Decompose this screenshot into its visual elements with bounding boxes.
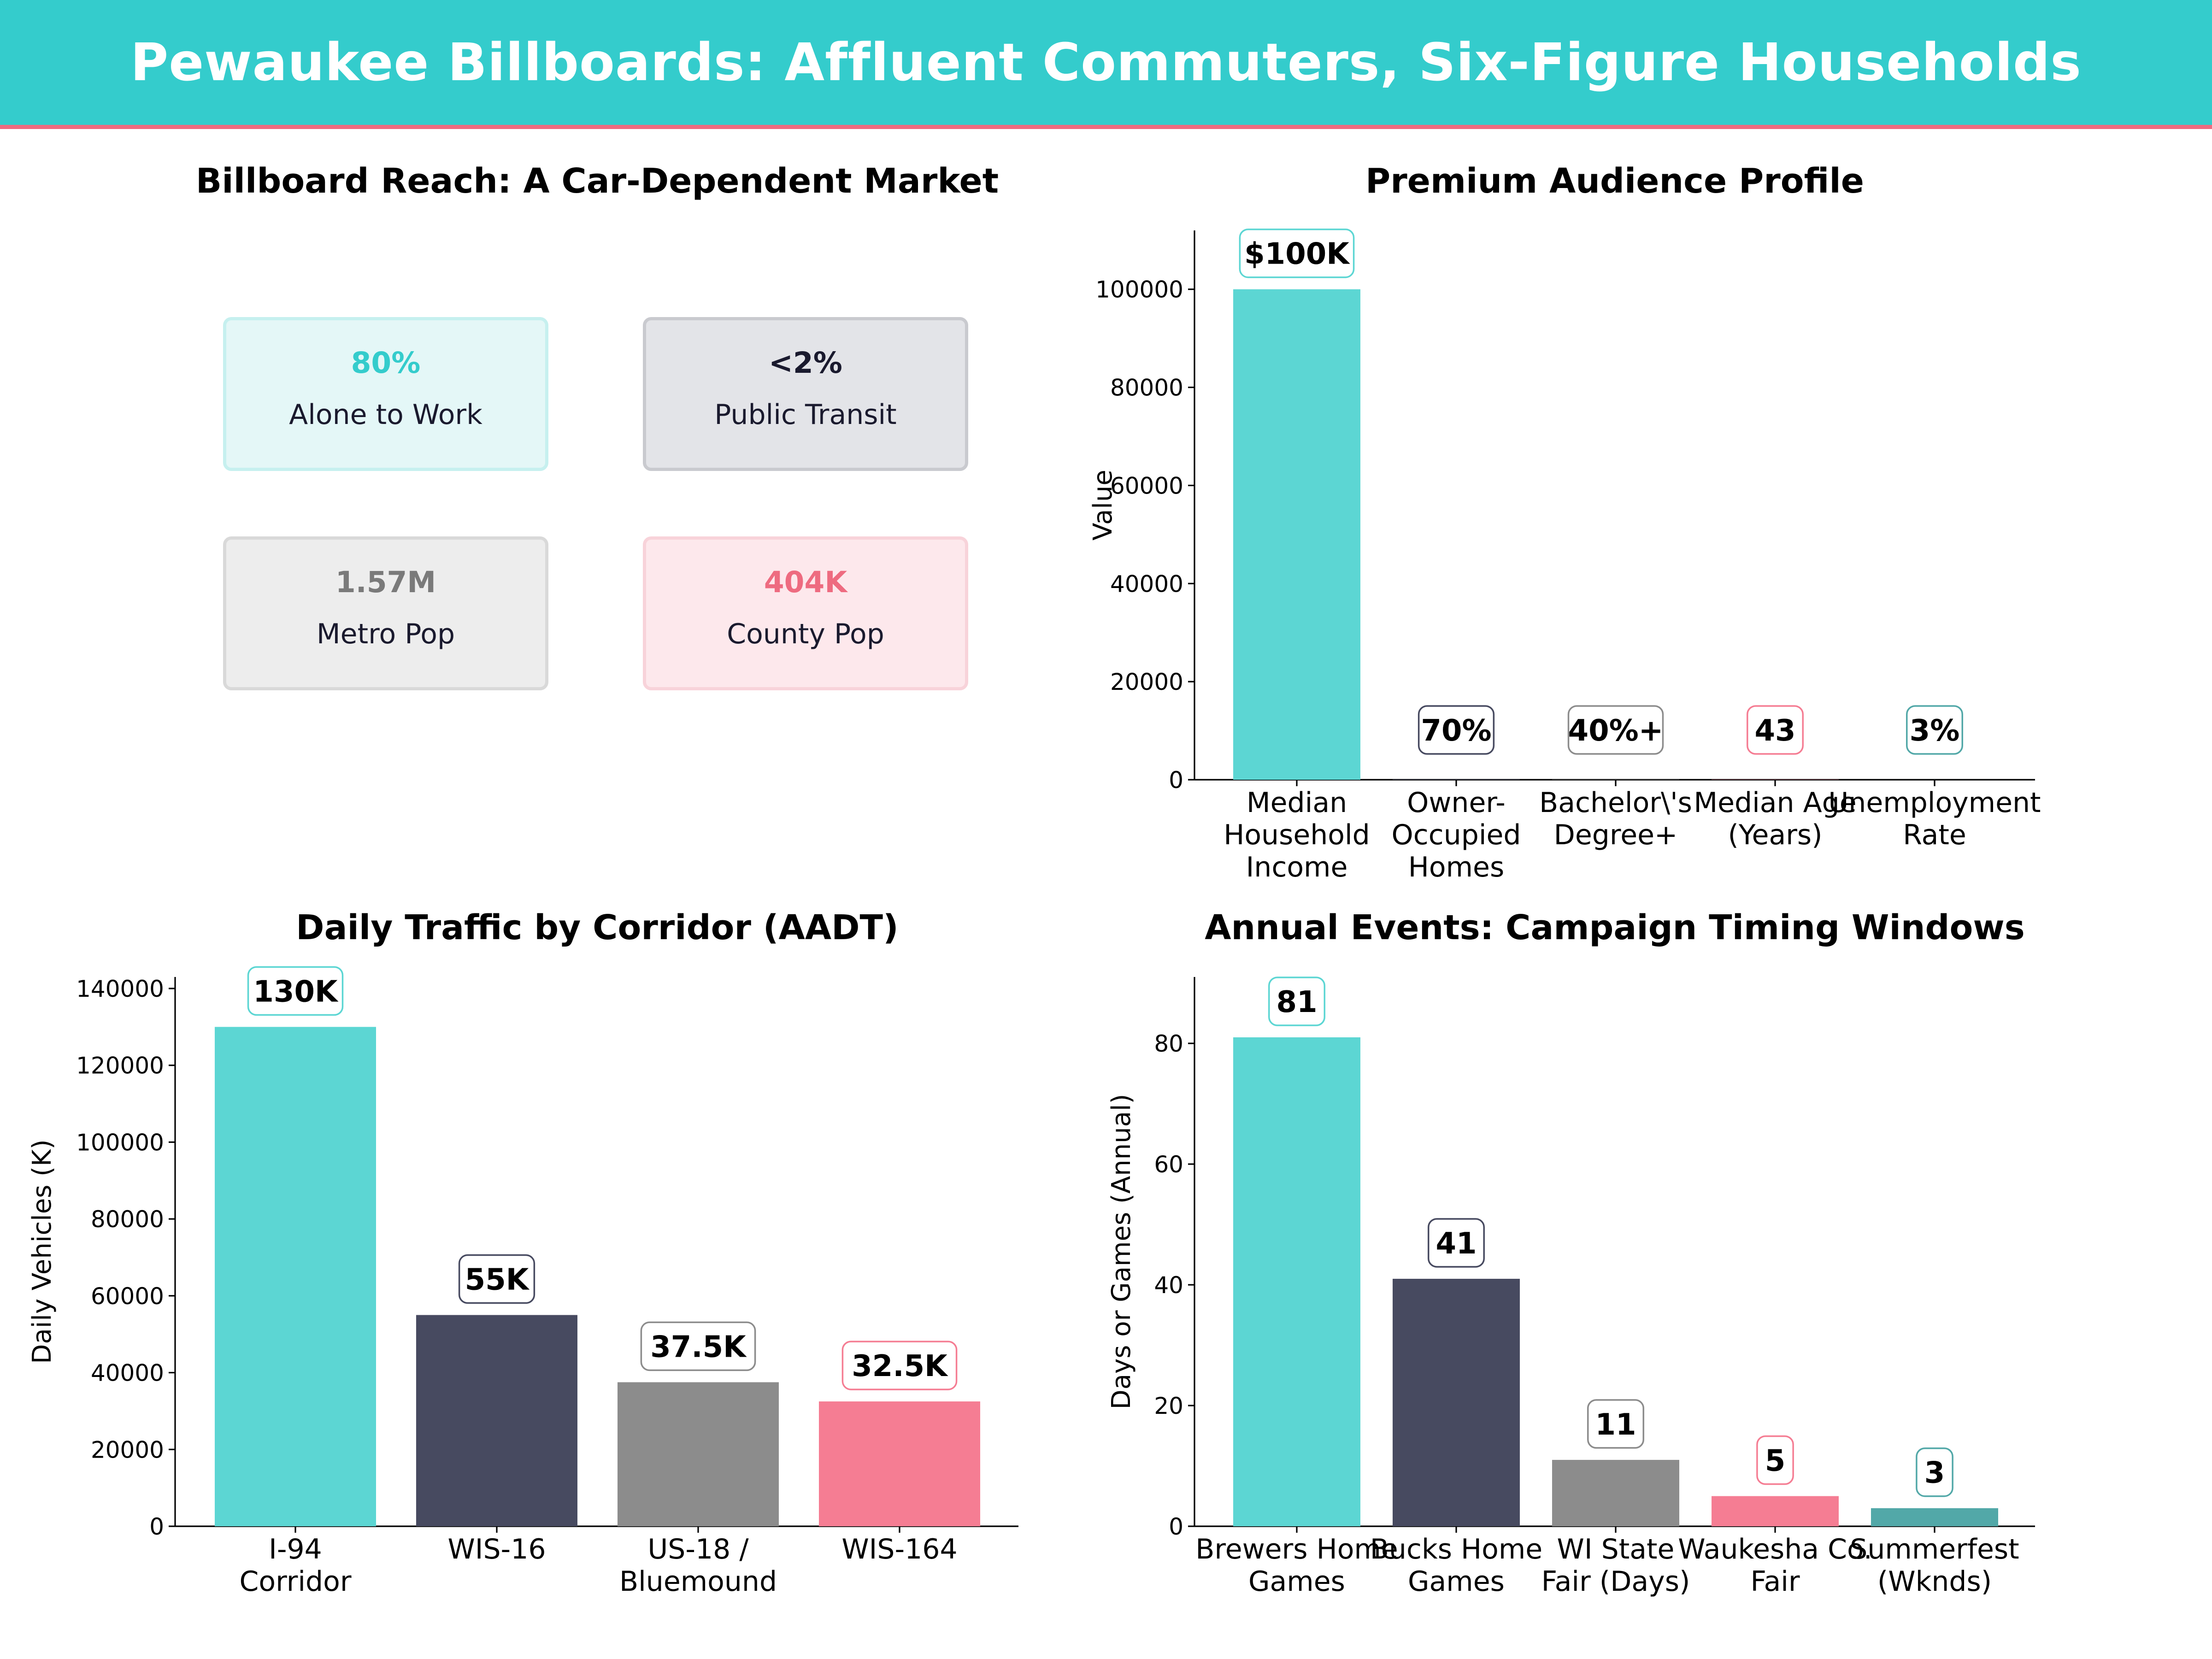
data-label-box bbox=[640, 1321, 756, 1371]
x-tick-label: Bucks Home Games bbox=[1370, 1533, 1542, 1598]
audience-chart-title: Premium Audience Profile bbox=[1365, 161, 1864, 201]
data-label-box bbox=[1587, 1399, 1644, 1449]
y-tick-label: 20000 bbox=[91, 1436, 164, 1463]
y-tick-label: 20 bbox=[1154, 1393, 1183, 1419]
data-label: 41 bbox=[1435, 1227, 1477, 1261]
x-tick-label: Summerfest (Wknds) bbox=[1850, 1533, 2019, 1598]
data-label: 81 bbox=[1276, 985, 1317, 1019]
x-tick-label: Median Age (Years) bbox=[1694, 787, 1856, 851]
bar bbox=[1233, 289, 1360, 780]
bar bbox=[1393, 1278, 1520, 1526]
bar bbox=[618, 1382, 779, 1526]
data-label-box bbox=[1428, 1218, 1485, 1268]
y-tick-label: 0 bbox=[1169, 767, 1183, 794]
y-tick-label: 0 bbox=[149, 1513, 164, 1540]
y-tick-label: 140000 bbox=[76, 976, 164, 1002]
x-tick-label: US-18 /Bluemound bbox=[619, 1533, 777, 1598]
bar bbox=[1393, 779, 1520, 780]
data-label: $100K bbox=[1244, 237, 1350, 271]
y-tick-label: 40000 bbox=[91, 1360, 164, 1387]
kpi-value: 404K bbox=[764, 565, 847, 599]
bar bbox=[1871, 1508, 1998, 1526]
data-label-box bbox=[1268, 977, 1325, 1026]
audience-chart: 0 20000 40000 60000 80000 100000 Value Median Ho… bbox=[1088, 228, 2041, 883]
y-tick-label: 0 bbox=[1169, 1513, 1183, 1540]
data-label-box bbox=[1747, 705, 1804, 755]
y-axis-label: Days or Games (Annual) bbox=[1106, 1094, 1136, 1410]
data-label-box bbox=[841, 1341, 958, 1390]
data-label: 3% bbox=[1910, 714, 1960, 748]
y-tick-label: 20000 bbox=[1110, 669, 1183, 695]
kpi-value: 1.57M bbox=[335, 565, 436, 599]
data-label-box bbox=[1418, 705, 1495, 755]
data-label-box bbox=[458, 1254, 535, 1304]
data-label-box bbox=[1916, 1447, 1953, 1497]
y-tick-label: 80000 bbox=[1110, 375, 1183, 401]
data-label-box bbox=[247, 966, 344, 1016]
x-tick-label: Brewers Home Games bbox=[1195, 1533, 1398, 1598]
data-label-box bbox=[1567, 705, 1664, 755]
x-tick-label: Owner-Occupied Homes bbox=[1392, 787, 1521, 883]
x-tick-label: Median Household Income bbox=[1224, 787, 1370, 883]
bar bbox=[1233, 1037, 1360, 1526]
traffic-chart-title: Daily Traffic by Corridor (AADT) bbox=[296, 908, 899, 947]
kpi-label: County Pop bbox=[727, 618, 884, 650]
page-title: Pewaukee Billboards: Affluent Commuters,… bbox=[130, 32, 2082, 93]
y-tick-label: 120000 bbox=[76, 1053, 164, 1079]
kpi-card-county-pop: 404K County Pop bbox=[643, 536, 968, 690]
y-tick-label: 100000 bbox=[1095, 276, 1183, 303]
kpi-label: Public Transit bbox=[714, 399, 897, 431]
x-tick-label: Unemployment Rate bbox=[1828, 787, 2041, 851]
kpi-panel-title: Billboard Reach: A Car-Dependent Market bbox=[195, 161, 999, 201]
data-label: 32.5K bbox=[852, 1349, 948, 1383]
bar bbox=[416, 1315, 577, 1526]
kpi-card-metro-pop: 1.57M Metro Pop bbox=[223, 536, 548, 690]
y-tick-label: 40000 bbox=[1110, 571, 1183, 597]
events-chart: 0 20 40 60 80 Days or Games (Annual) Brewers H… bbox=[1106, 977, 2035, 1598]
x-tick-label: WIS-16 bbox=[447, 1533, 546, 1565]
data-label: 43 bbox=[1754, 714, 1795, 748]
kpi-value: 80% bbox=[351, 346, 421, 380]
y-tick-label: 80000 bbox=[91, 1206, 164, 1233]
y-axis-label: Value bbox=[1088, 470, 1118, 541]
bar bbox=[215, 1027, 376, 1526]
data-label: 55K bbox=[465, 1263, 530, 1297]
y-tick-label: 100000 bbox=[76, 1129, 164, 1156]
kpi-card-alone-to-work: 80% Alone to Work bbox=[223, 317, 548, 471]
x-tick-label: WIS-164 bbox=[841, 1533, 957, 1565]
y-tick-label: 60000 bbox=[1110, 472, 1183, 499]
y-tick-label: 80 bbox=[1154, 1030, 1183, 1057]
data-label: 5 bbox=[1765, 1444, 1786, 1478]
data-label-box bbox=[1906, 705, 1963, 755]
data-label-box bbox=[1239, 228, 1355, 278]
events-chart-title: Annual Events: Campaign Timing Windows bbox=[1205, 908, 2025, 947]
bar bbox=[1712, 1496, 1839, 1526]
data-label: 11 bbox=[1595, 1408, 1636, 1442]
x-tick-label: WI State Fair (Days) bbox=[1541, 1533, 1690, 1598]
data-label: 70% bbox=[1421, 714, 1491, 748]
y-axis-label: Daily Vehicles (K) bbox=[27, 1139, 57, 1364]
data-label: 3 bbox=[1924, 1456, 1945, 1490]
data-label: 130K bbox=[253, 975, 339, 1009]
header-banner: Pewaukee Billboards: Affluent Commuters,… bbox=[0, 0, 2212, 129]
data-label-box bbox=[1756, 1435, 1794, 1485]
kpi-value: <2% bbox=[769, 346, 842, 380]
kpi-label: Metro Pop bbox=[316, 618, 455, 650]
bar bbox=[819, 1401, 980, 1526]
bar bbox=[1552, 1459, 1679, 1526]
traffic-chart: 0 20000 40000 60000 80000 100000 120000 140000 D… bbox=[27, 966, 1018, 1598]
kpi-card-public-transit: <2% Public Transit bbox=[643, 317, 968, 471]
y-tick-label: 60000 bbox=[91, 1283, 164, 1310]
data-label: 37.5K bbox=[650, 1330, 747, 1364]
data-label: 40%+ bbox=[1568, 714, 1664, 748]
y-tick-label: 40 bbox=[1154, 1272, 1183, 1299]
y-tick-label: 60 bbox=[1154, 1151, 1183, 1178]
x-tick-label: Waukesha Co. Fair bbox=[1678, 1533, 1872, 1598]
kpi-label: Alone to Work bbox=[289, 399, 482, 431]
x-tick-label: I-94 Corridor bbox=[239, 1533, 351, 1598]
x-tick-label: Bachelor\'s Degree+ bbox=[1539, 787, 1692, 851]
